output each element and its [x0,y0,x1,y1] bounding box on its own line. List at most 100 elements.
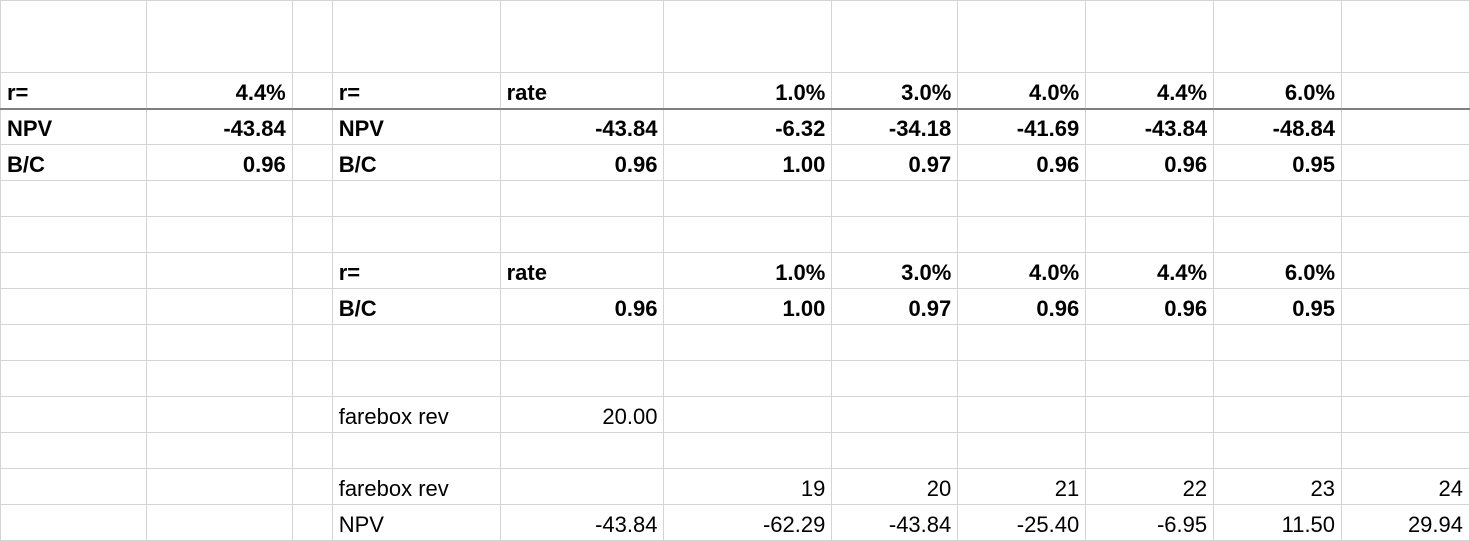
cell-k2[interactable] [1341,72,1470,110]
cell-a8[interactable] [0,288,147,325]
cell-k14[interactable]: 29.94 [1341,504,1470,541]
cell-j2[interactable]: 6.0% [1213,72,1343,110]
cell-h14[interactable]: -25.40 [957,504,1087,541]
cell-h11[interactable] [957,396,1087,433]
cell-f9[interactable] [663,324,833,361]
cell-b4[interactable]: 0.96 [145,144,293,181]
cell-i14[interactable]: -6.95 [1085,504,1215,541]
cell-d6[interactable] [331,216,501,253]
cell-h1[interactable] [957,0,1087,73]
cell-d5[interactable] [331,180,501,217]
cell-b2[interactable]: 4.4% [145,72,293,110]
cell-g9[interactable] [831,324,959,361]
cell-g7[interactable]: 3.0% [831,252,959,289]
cell-j13[interactable]: 23 [1213,468,1343,505]
cell-f14[interactable]: -62.29 [663,504,833,541]
cell-k3[interactable] [1341,108,1470,145]
cell-c7[interactable] [291,252,333,289]
cell-f4[interactable]: 1.00 [663,144,833,181]
cell-d11[interactable]: farebox rev [331,396,501,433]
cell-i12[interactable] [1085,432,1215,469]
cell-c13[interactable] [291,468,333,505]
cell-e1[interactable] [499,0,665,73]
cell-f5[interactable] [663,180,833,217]
cell-d9[interactable] [331,324,501,361]
cell-j10[interactable] [1213,360,1343,397]
cell-k12[interactable] [1341,432,1470,469]
cell-f3[interactable]: -6.32 [663,108,833,145]
cell-i8[interactable]: 0.96 [1085,288,1215,325]
cell-c3[interactable] [291,108,333,145]
cell-e12[interactable] [499,432,665,469]
cell-b5[interactable] [145,180,293,217]
cell-k9[interactable] [1341,324,1470,361]
cell-i13[interactable]: 22 [1085,468,1215,505]
cell-i1[interactable] [1085,0,1215,73]
cell-g5[interactable] [831,180,959,217]
cell-d10[interactable] [331,360,501,397]
cell-e9[interactable] [499,324,665,361]
cell-g1[interactable] [831,0,959,73]
cell-h4[interactable]: 0.96 [957,144,1087,181]
cell-a9[interactable] [0,324,147,361]
cell-b12[interactable] [145,432,293,469]
cell-c4[interactable] [291,144,333,181]
cell-j12[interactable] [1213,432,1343,469]
cell-h6[interactable] [957,216,1087,253]
cell-d12[interactable] [331,432,501,469]
cell-a7[interactable] [0,252,147,289]
cell-k5[interactable] [1341,180,1470,217]
cell-a6[interactable] [0,216,147,253]
cell-c2[interactable] [291,72,333,110]
cell-i3[interactable]: -43.84 [1085,108,1215,145]
cell-h3[interactable]: -41.69 [957,108,1087,145]
cell-j11[interactable] [1213,396,1343,433]
cell-k10[interactable] [1341,360,1470,397]
cell-e4[interactable]: 0.96 [499,144,665,181]
cell-e11[interactable]: 20.00 [499,396,665,433]
cell-e8[interactable]: 0.96 [499,288,665,325]
cell-j4[interactable]: 0.95 [1213,144,1343,181]
cell-a12[interactable] [0,432,147,469]
cell-b1[interactable] [145,0,293,73]
cell-h13[interactable]: 21 [957,468,1087,505]
cell-c6[interactable] [291,216,333,253]
cell-a13[interactable] [0,468,147,505]
cell-j6[interactable] [1213,216,1343,253]
cell-d1[interactable] [331,0,501,73]
cell-g2[interactable]: 3.0% [831,72,959,110]
cell-k13[interactable]: 24 [1341,468,1470,505]
cell-b3[interactable]: -43.84 [145,108,293,145]
cell-k6[interactable] [1341,216,1470,253]
cell-f12[interactable] [663,432,833,469]
cell-i6[interactable] [1085,216,1215,253]
cell-h9[interactable] [957,324,1087,361]
cell-g6[interactable] [831,216,959,253]
cell-g3[interactable]: -34.18 [831,108,959,145]
cell-a5[interactable] [0,180,147,217]
cell-g8[interactable]: 0.97 [831,288,959,325]
cell-a14[interactable] [0,504,147,541]
cell-f6[interactable] [663,216,833,253]
cell-c12[interactable] [291,432,333,469]
cell-a4[interactable]: B/C [0,144,147,181]
cell-c8[interactable] [291,288,333,325]
cell-e13[interactable] [499,468,665,505]
cell-j3[interactable]: -48.84 [1213,108,1343,145]
cell-k4[interactable] [1341,144,1470,181]
cell-d7[interactable]: r= [331,252,501,289]
cell-c11[interactable] [291,396,333,433]
cell-f11[interactable] [663,396,833,433]
cell-b14[interactable] [145,504,293,541]
cell-i9[interactable] [1085,324,1215,361]
cell-d14[interactable]: NPV [331,504,501,541]
cell-e10[interactable] [499,360,665,397]
cell-f7[interactable]: 1.0% [663,252,833,289]
cell-g10[interactable] [831,360,959,397]
cell-d3[interactable]: NPV [331,108,501,145]
cell-h10[interactable] [957,360,1087,397]
cell-j9[interactable] [1213,324,1343,361]
cell-i11[interactable] [1085,396,1215,433]
cell-b6[interactable] [145,216,293,253]
cell-c14[interactable] [291,504,333,541]
